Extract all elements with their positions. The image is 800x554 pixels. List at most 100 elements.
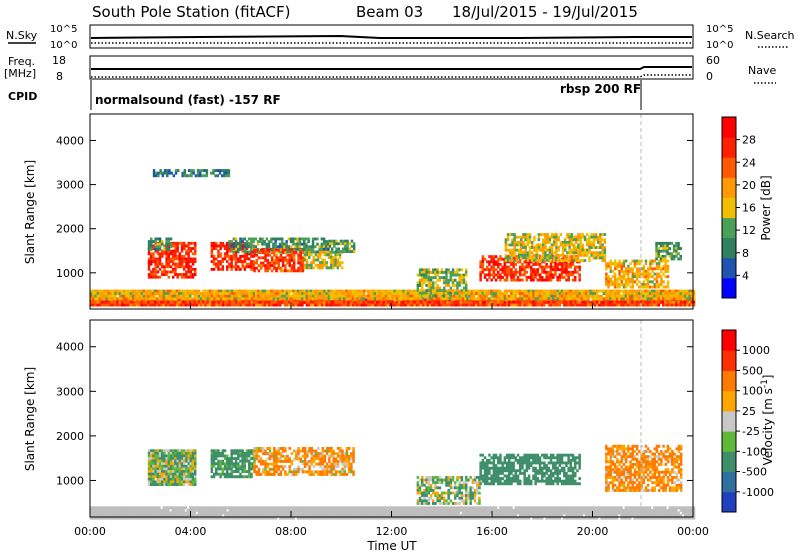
power-cell (472, 297, 476, 301)
power-cell (334, 297, 337, 301)
power-cell (686, 297, 689, 301)
power-cell (266, 264, 269, 268)
vel-cell (402, 514, 405, 517)
vel-cell (131, 516, 135, 520)
vel-cell (402, 508, 405, 512)
power-cell (607, 292, 610, 296)
power-cell (257, 256, 261, 260)
power-cell (303, 301, 306, 304)
power-cell (243, 237, 247, 241)
power-cell (432, 284, 435, 287)
vel-cell (400, 511, 403, 515)
power-cell (416, 273, 420, 277)
power-cell (230, 303, 234, 307)
power-cell (592, 243, 596, 247)
power-cell (580, 303, 584, 307)
power-cell (596, 289, 599, 293)
vel-cell (270, 506, 273, 510)
power-cell (288, 289, 291, 293)
vel-cell (453, 506, 456, 510)
power-cell (642, 275, 645, 279)
power-cell (618, 272, 621, 276)
power-cell (219, 294, 223, 298)
vel-cell (420, 511, 423, 515)
vel-cell (123, 511, 126, 515)
power-cell (219, 303, 223, 307)
power-cell (488, 263, 491, 266)
power-cell (101, 297, 104, 301)
power-cell (511, 238, 514, 242)
power-cell (601, 253, 604, 257)
power-cell (340, 292, 344, 296)
power-cell (288, 297, 291, 301)
vel-cell (153, 506, 157, 510)
power-cell (284, 251, 287, 255)
power-cell (644, 270, 648, 273)
power-cell (578, 303, 581, 307)
vel-cell (312, 506, 315, 510)
power-cell (515, 248, 519, 252)
power-cell (556, 278, 559, 282)
power-cell (622, 301, 625, 304)
power-cell (281, 259, 285, 262)
power-cell (131, 294, 135, 298)
power-cell (150, 262, 153, 266)
power-cell (255, 248, 258, 252)
power-cell (462, 281, 466, 285)
power-cell (382, 297, 386, 301)
vel-cell (415, 516, 419, 520)
power-cell (666, 247, 669, 250)
power-cell (127, 297, 130, 301)
power-cell (690, 303, 694, 307)
power-cell (295, 251, 298, 255)
power-cell (538, 297, 542, 301)
power-cell (526, 256, 530, 260)
power-cell (142, 289, 146, 293)
power-cell (285, 245, 288, 249)
power-cell (588, 238, 591, 242)
power-cell (549, 294, 553, 298)
vel-cell (316, 511, 320, 515)
vel-cell (389, 511, 392, 515)
power-cell (578, 297, 581, 301)
power-cell (158, 275, 162, 279)
power-cell (609, 294, 612, 298)
power-cell (153, 294, 157, 298)
power-cell (592, 251, 596, 255)
power-cell (675, 289, 678, 293)
power-cell (418, 278, 422, 282)
power-cell (532, 292, 535, 296)
vel-cell (123, 514, 126, 517)
freq-trace (91, 66, 692, 70)
power-cell (212, 171, 215, 175)
power-cell (653, 283, 656, 286)
power-cell (675, 254, 678, 258)
vel-cell (367, 508, 370, 512)
power-cell (153, 297, 157, 301)
vel-cell (398, 511, 401, 515)
power-cell (622, 270, 626, 273)
power-cell (116, 289, 119, 293)
vel-cell (310, 511, 313, 515)
vel-cell (191, 511, 194, 515)
power-cell (321, 301, 324, 304)
power-cell (171, 303, 174, 307)
power-cell (499, 263, 502, 266)
power-cell (673, 292, 676, 296)
vel-cell (219, 514, 223, 517)
power-cell (580, 294, 584, 298)
power-cell (162, 301, 166, 304)
power-cell (644, 262, 648, 266)
power-cell (421, 284, 424, 287)
power-cell (154, 249, 157, 253)
vel-cell (494, 514, 498, 517)
power-cell (241, 247, 244, 250)
power-cell (371, 303, 375, 307)
power-cell (581, 246, 585, 249)
power-cell (186, 292, 190, 296)
freq-label: Freq. (8, 55, 35, 68)
power-cell (147, 249, 151, 253)
power-cell (268, 292, 271, 296)
power-cell (290, 289, 293, 293)
power-cell (657, 275, 661, 279)
